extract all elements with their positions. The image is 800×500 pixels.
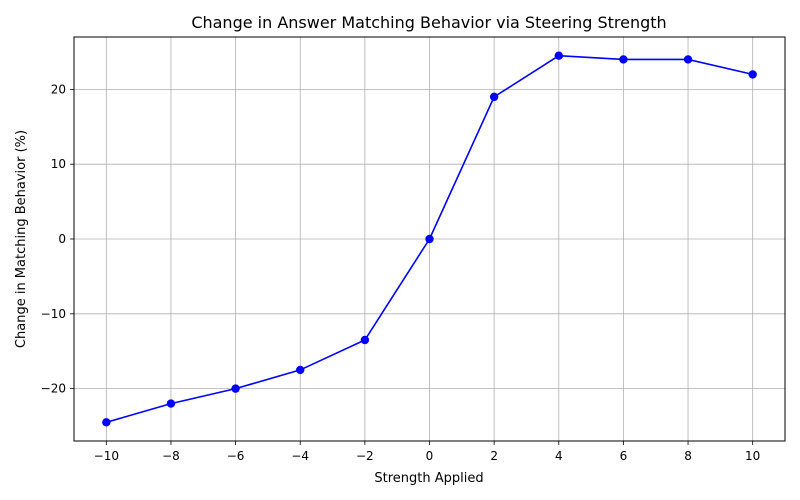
y-axis-label: Change in Matching Behavior (%)	[14, 130, 29, 348]
x-tick-label: −4	[291, 449, 309, 463]
x-tick-label: 8	[684, 449, 692, 463]
data-point	[748, 70, 757, 79]
x-tick-label: 0	[426, 449, 434, 463]
x-tick-label: 4	[555, 449, 563, 463]
y-tick-label: 0	[58, 232, 66, 246]
x-tick-label: −8	[162, 449, 180, 463]
data-point	[683, 55, 693, 64]
data-point	[554, 51, 563, 60]
data-point	[102, 418, 111, 427]
x-tick-label: 10	[745, 449, 760, 463]
x-tick-label: 2	[490, 449, 498, 463]
data-point	[489, 92, 499, 102]
y-tick-label: −20	[41, 382, 66, 396]
y-tick-label: 20	[51, 82, 66, 96]
x-tick-label: 6	[620, 449, 628, 463]
data-point	[360, 335, 370, 345]
y-tick-label: −10	[41, 307, 66, 321]
x-tick-label: −6	[227, 449, 245, 463]
data-point	[231, 384, 240, 393]
data-point	[619, 55, 628, 64]
series-layer	[102, 51, 757, 427]
data-point	[425, 234, 434, 244]
x-axis-label: Strength Applied	[374, 471, 483, 486]
data-point	[166, 399, 176, 408]
x-tick-label: −10	[94, 449, 119, 463]
plot-area-frame	[73, 36, 786, 442]
chart-title: Change in Answer Matching Behavior via S…	[191, 13, 666, 32]
x-tick-label: −2	[356, 449, 374, 463]
y-tick-label: 10	[51, 157, 66, 171]
data-point	[296, 365, 305, 375]
